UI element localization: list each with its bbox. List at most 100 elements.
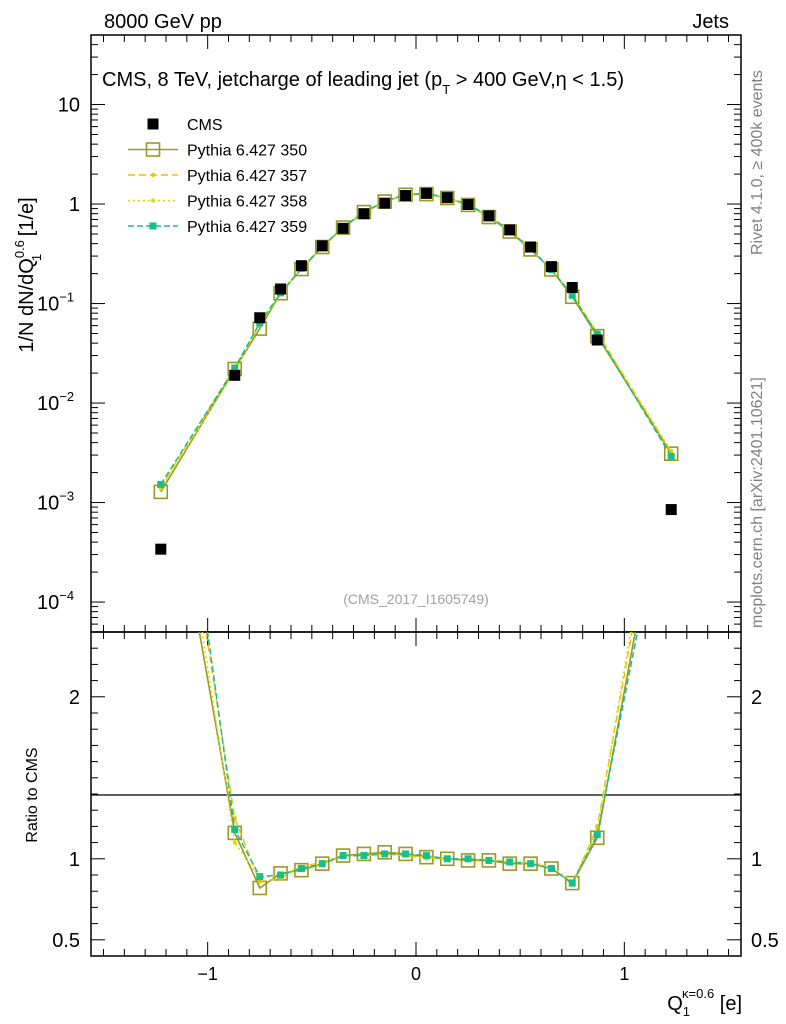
ratio-point-p359 — [339, 852, 347, 860]
x-tick-label: 1 — [619, 964, 629, 984]
x-tick-label: −1 — [197, 964, 218, 984]
ratio-line-p350 — [198, 632, 637, 890]
ratio-point-p359 — [297, 865, 305, 873]
point-cms — [275, 283, 287, 295]
ratio-y-axis-label: Ratio to CMS — [24, 747, 41, 842]
point-cms — [462, 198, 474, 210]
legend-marker-p357 — [150, 172, 156, 178]
point-cms — [665, 504, 677, 516]
ratio-tick-label-right: 0.5 — [751, 930, 779, 952]
point-cms — [420, 187, 432, 199]
point-cms — [254, 312, 266, 324]
point-p359 — [231, 364, 239, 372]
ratio-point-p358 — [159, 363, 163, 367]
analysis-watermark: (CMS_2017_I1605749) — [343, 591, 489, 607]
point-cms — [504, 224, 516, 236]
ratio-line-p357 — [205, 632, 633, 886]
point-p358 — [669, 448, 674, 453]
ratio-point-p350 — [460, 853, 476, 868]
ratio-point-p359 — [593, 831, 601, 838]
point-cms — [591, 334, 603, 346]
legend-label: Pythia 6.427 359 — [187, 219, 307, 236]
ratio-point-p357 — [669, 411, 673, 415]
point-p359 — [157, 480, 165, 488]
ratio-point-p359 — [277, 871, 285, 879]
y-tick-label: 1 — [69, 194, 80, 216]
ratio-point-p359 — [568, 879, 576, 887]
point-cms — [229, 369, 241, 381]
y-axis-label: 1/N dN/dQ0.6 1 [1/e] — [12, 197, 44, 352]
ratio-point-p359 — [464, 855, 472, 863]
legend-marker-p359 — [149, 222, 157, 230]
point-p350 — [663, 446, 679, 461]
point-cms — [400, 189, 412, 201]
y-tick-label: 10−3 — [37, 489, 74, 515]
point-cms — [358, 208, 370, 220]
ratio-point-p357 — [159, 338, 163, 342]
ratio-point-p350 — [154, 407, 167, 420]
point-cms — [566, 281, 578, 293]
y-tick-label: 10−2 — [37, 389, 74, 415]
legend-marker-cms — [147, 118, 159, 130]
ratio-point-p359 — [157, 288, 164, 295]
point-cms — [316, 240, 328, 252]
legend: CMS Pythia 6.427 350 Pythia 6.427 357 Pythi… — [128, 117, 307, 236]
ratio-point-p350 — [356, 846, 372, 862]
point-cms — [379, 197, 391, 209]
ratio-point-p359 — [506, 858, 514, 866]
rivet-version-label: Rivet 4.1.0, ≥ 400k events — [749, 70, 766, 255]
x-axis-label: Q1κ=0.6 [e] — [667, 986, 742, 1019]
ratio-point-p350 — [377, 845, 393, 860]
legend-marker-p350 — [145, 142, 161, 157]
legend-label: Pythia 6.427 350 — [187, 143, 307, 160]
point-cms — [483, 210, 495, 222]
plot-title: CMS, 8 TeV, jetcharge of leading jet (pT… — [102, 69, 624, 97]
ratio-tick-label-left: 1 — [69, 849, 80, 871]
ratio-point-p350 — [502, 856, 518, 871]
ratio-point-p359 — [402, 850, 410, 858]
category-label: Jets — [692, 11, 729, 33]
point-cms — [295, 260, 307, 272]
ratio-point-p359 — [527, 860, 535, 868]
y-tick-label: 10−4 — [37, 588, 74, 614]
point-cms — [441, 192, 453, 204]
ratio-tick-label-right: 2 — [751, 687, 762, 709]
ratio-point-p359 — [256, 873, 264, 881]
ratio-point-p359 — [360, 852, 368, 860]
ratio-point-p359 — [381, 850, 389, 858]
point-cms — [525, 241, 537, 253]
ratio-point-p359 — [231, 826, 239, 834]
x-tick-label: 0 — [411, 964, 421, 984]
legend-label: CMS — [187, 117, 223, 134]
mcplots-reference-label: mcplots.cern.ch [arXiv:2401.10621] — [749, 377, 766, 628]
ratio-point-p358 — [669, 387, 673, 391]
point-p350 — [335, 220, 351, 235]
ratio-point-p359 — [422, 852, 430, 860]
y-tick-label: 10−1 — [37, 290, 74, 316]
point-p359 — [667, 453, 675, 461]
point-p350 — [460, 197, 476, 213]
y-tick-label: 10 — [58, 95, 80, 117]
ratio-point-p350 — [544, 861, 559, 876]
point-p350 — [439, 190, 455, 206]
ratio-tick-label-left: 2 — [69, 687, 80, 709]
ratio-plot-frame — [90, 631, 742, 957]
ratio-tick-label-right: 1 — [751, 849, 762, 871]
ratio-point-p358 — [232, 840, 237, 845]
point-cms — [337, 222, 349, 234]
ratio-tick-label-left: 0.5 — [52, 930, 80, 952]
energy-label: 8000 GeV pp — [104, 11, 222, 33]
ratio-point-p350 — [665, 431, 678, 444]
ratio-point-p359 — [318, 860, 326, 868]
ratio-point-p359 — [547, 865, 555, 873]
legend-label: Pythia 6.427 358 — [187, 194, 307, 211]
ratio-point-p357 — [257, 879, 262, 884]
point-p359 — [593, 330, 601, 338]
ratio-point-p359 — [485, 856, 493, 864]
legend-label: Pythia 6.427 357 — [187, 168, 307, 185]
legend-marker-p358 — [151, 198, 155, 203]
ratio-point-p350 — [564, 875, 580, 891]
point-p359 — [568, 291, 576, 299]
ratio-point-p359 — [443, 855, 451, 863]
